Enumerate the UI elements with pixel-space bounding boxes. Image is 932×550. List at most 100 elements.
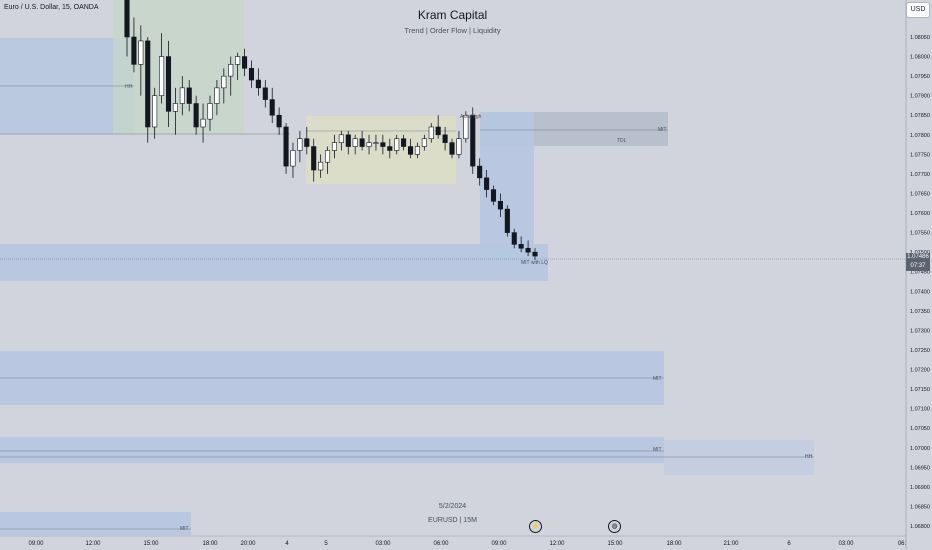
candle-body-up [297,138,303,151]
candle-body-down [269,99,275,116]
candles-layer [124,0,538,260]
candle-body-down [242,56,248,69]
candle-body-up [138,40,144,65]
candle-body-down [401,138,407,147]
price-tick-label: 1.07950 [910,74,930,80]
candle-body-up [221,75,227,89]
price-tick-label: 1.07450 [910,270,930,276]
zone-yellow-range [306,116,456,184]
time-axis[interactable]: 09:00 12:00 15:00 18:00 20:00 4 5 03:00 06:00 09:… [0,535,907,547]
candle-body-up [373,142,379,144]
price-tick-label: 1.07650 [910,191,930,197]
candle-body-up [159,56,165,96]
price-tick-label: 1.07900 [910,94,930,100]
price-tick-label: 1.07600 [910,211,930,217]
label-hh-right: HH [805,454,813,460]
candle-body-down [484,177,490,190]
price-tick-label: 1.07000 [910,446,930,452]
candle-body-down [145,40,151,128]
time-tick-label: 5 [324,541,328,547]
price-tick-label: 1.07350 [910,309,930,315]
candle-body-down [186,87,192,104]
price-tick-label: 1.07700 [910,172,930,178]
label-mit-with-lq: MIT with LQ [521,260,548,266]
time-tick-label: 12:00 [549,541,565,547]
time-tick-label: 06:00 [433,541,449,547]
globe-icon[interactable]: ◍ [608,520,621,533]
time-tick-label: 15:00 [143,541,159,547]
currency-button[interactable]: USD [906,2,930,18]
candle-body-up [324,150,331,163]
candle-body-down [525,247,531,253]
candle-body-up [228,64,234,77]
time-tick-label: 18:00 [666,541,682,547]
candle-body-up [152,95,158,128]
time-tick-label: 06: [898,541,907,547]
watermark-date: 5/2/2024 [438,503,467,510]
candle-body-up [463,114,469,140]
candle-body-up [290,150,296,167]
annotation-labels: HH Asia High MIT TDL MIT with LQ MIT MIT… [125,84,813,532]
label-mit-bottom: MIT [180,526,189,532]
price-tick-label: 1.08000 [910,55,930,61]
candle-body-down [449,142,455,155]
label-mit-low: MIT [653,447,662,453]
time-tick-label: 18:00 [202,541,218,547]
symbol-label[interactable]: Euro / U.S. Dollar, 15, OANDA [4,4,99,11]
price-tick-label: 1.07050 [910,426,930,432]
candle-body-up [394,138,400,151]
time-tick-label: 09:00 [491,541,507,547]
candle-body-down [193,103,199,128]
price-tick-label: 1.07250 [910,348,930,354]
candle-body-up [214,87,220,104]
price-tick-label: 1.07550 [910,231,930,237]
price-tick-label: 1.08050 [910,35,930,41]
time-tick-label: 09:00 [28,541,44,547]
candle-body-up [338,134,344,143]
price-tick-label: 1.06950 [910,465,930,471]
candle-body-up [200,118,206,128]
price-tick-label: 1.06850 [910,504,930,510]
price-axis[interactable]: 1.08050 1.08000 1.07950 1.07900 1.07850 1.078… [905,0,930,550]
flash-icon[interactable]: ⚡ [529,520,542,533]
label-hh-left: HH [125,84,133,90]
candle-body-up [428,126,434,140]
candle-body-down [387,146,393,151]
candle-body-down [490,189,497,202]
candle-body-up [235,56,241,65]
price-tick-label: 1.07300 [910,328,930,334]
candle-body-down [283,126,289,167]
time-tick-label: 21:00 [723,541,739,547]
candle-body-down [345,134,351,147]
candle-body-up [414,146,420,155]
candle-body-down [165,56,172,112]
candle-body-up [318,161,324,171]
level-lines [0,85,906,530]
candle-body-up [421,138,427,147]
candle-body-down [511,232,517,245]
label-tdl: TDL [617,138,627,144]
candle-body-down [262,87,268,100]
zone-blue-current [0,244,548,281]
time-tick-label: 4 [285,541,289,547]
candle-body-down [304,138,310,147]
candle-body-down [407,146,414,155]
candle-body-up [366,142,372,147]
zones-layer [0,0,814,535]
price-tick-label: 1.07200 [910,368,930,374]
candle-body-up [331,142,338,151]
label-mit-mid: MIT [653,376,662,382]
current-price-value: 1.07486 [907,254,929,260]
price-tick-label: 1.07850 [910,113,930,119]
candle-body-down [131,36,137,65]
time-tick-label: 03:00 [375,541,391,547]
candle-body-down [504,208,510,233]
countdown-timer: 07:37 [910,263,926,269]
zone-green-top [113,0,244,134]
candle-body-up [352,138,358,147]
candle-body-down [477,165,483,179]
watermark-subtitle: Trend | Order Flow | Liquidity [404,26,501,35]
price-tick-label: 1.07800 [910,133,930,139]
candle-body-down [124,0,130,38]
